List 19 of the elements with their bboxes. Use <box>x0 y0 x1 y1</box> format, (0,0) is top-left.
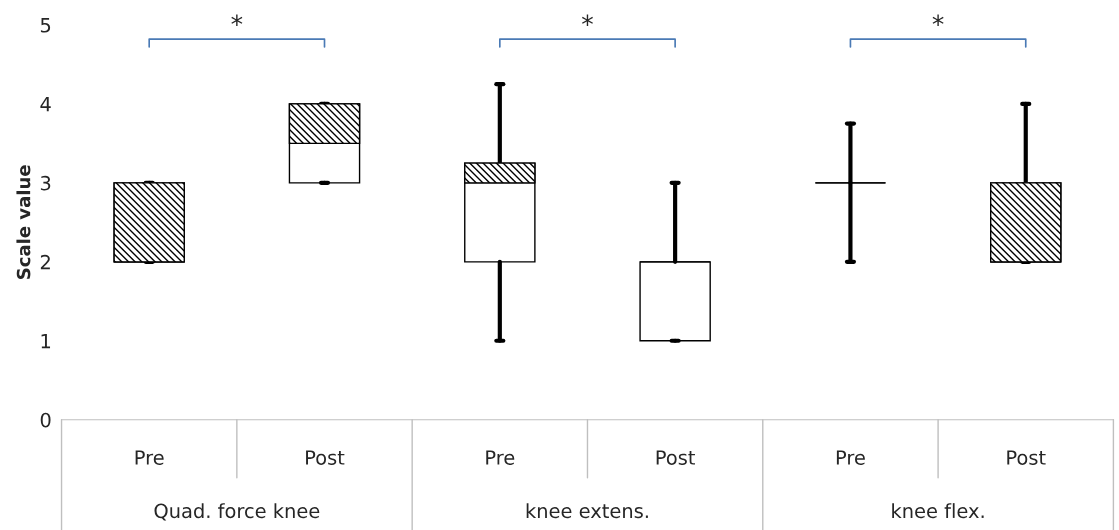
x-tick-label: Pre <box>836 450 865 465</box>
annotation: * <box>932 14 944 26</box>
y-axis-title: Scale value <box>16 165 31 279</box>
x-tick-label: Pre <box>486 450 515 465</box>
y-tick-label: 5 <box>40 18 51 33</box>
text: knee extens. <box>526 503 648 519</box>
text: Quad. force knee <box>154 503 320 521</box>
x-tick-label: Post <box>656 450 695 465</box>
text: knee flex. <box>892 503 984 519</box>
y-tick-label: 0 <box>40 412 51 428</box>
y-tick-label: 2 <box>40 254 50 270</box>
y-tick-label: 1 <box>41 334 51 349</box>
y-tick-label: 3 <box>40 175 51 191</box>
x-tick-label: Post <box>306 450 345 465</box>
x-tick-label: Post <box>1007 450 1046 465</box>
y-tick-label: 4 <box>40 97 51 112</box>
x-tick-label: Pre <box>135 450 164 465</box>
annotation: * <box>581 14 593 26</box>
annotation: * <box>231 14 243 26</box>
